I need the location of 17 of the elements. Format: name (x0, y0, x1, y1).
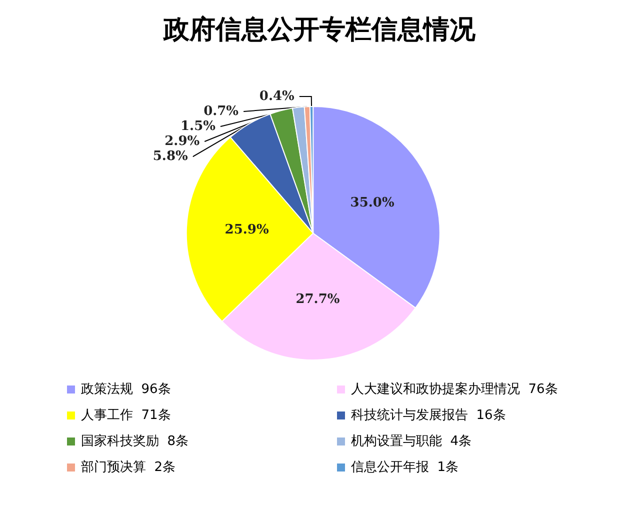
legend-label: 部门预决算 2条 (81, 459, 176, 475)
legend-label: 信息公开年报 1条 (351, 460, 459, 475)
data-label: 2.9% (164, 134, 200, 149)
legend-label: 机构设置与职能 4条 (351, 434, 472, 449)
legend-label: 人事工作 71条 (81, 408, 171, 423)
chart-title: 政府信息公开专栏信息情况 (162, 15, 476, 45)
data-label: 35.0% (350, 196, 395, 211)
legend-label: 政策法规 96条 (81, 382, 171, 397)
legend-label: 人大建议和政协提案办理情况 76条 (351, 381, 558, 397)
legend-label: 科技统计与发展报告 16条 (351, 408, 506, 423)
data-label: 25.9% (224, 222, 270, 238)
data-label: 0.4% (259, 88, 296, 104)
data-label: 27.7% (296, 292, 340, 307)
data-label: 0.7% (204, 104, 240, 119)
data-label: 5.8% (152, 148, 188, 164)
legend-label: 国家科技奖励 8条 (81, 433, 189, 449)
data-label: 1.5% (180, 118, 216, 134)
